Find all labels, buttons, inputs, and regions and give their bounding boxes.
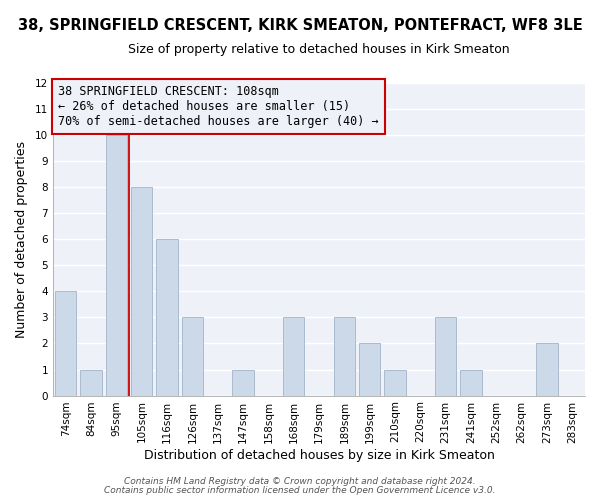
Text: 38 SPRINGFIELD CRESCENT: 108sqm
← 26% of detached houses are smaller (15)
70% of: 38 SPRINGFIELD CRESCENT: 108sqm ← 26% of… (58, 84, 379, 128)
Bar (232, 370, 254, 396)
Bar (536, 344, 558, 396)
Bar (359, 344, 380, 396)
Y-axis label: Number of detached properties: Number of detached properties (15, 141, 28, 338)
Bar (283, 318, 304, 396)
Text: Contains public sector information licensed under the Open Government Licence v3: Contains public sector information licen… (104, 486, 496, 495)
Bar (182, 318, 203, 396)
Bar (131, 187, 152, 396)
Bar (334, 318, 355, 396)
Bar (80, 370, 102, 396)
Bar (435, 318, 457, 396)
Bar (384, 370, 406, 396)
Bar (55, 292, 76, 396)
Text: 38, SPRINGFIELD CRESCENT, KIRK SMEATON, PONTEFRACT, WF8 3LE: 38, SPRINGFIELD CRESCENT, KIRK SMEATON, … (17, 18, 583, 32)
Text: Contains HM Land Registry data © Crown copyright and database right 2024.: Contains HM Land Registry data © Crown c… (124, 477, 476, 486)
Bar (106, 135, 127, 396)
X-axis label: Distribution of detached houses by size in Kirk Smeaton: Distribution of detached houses by size … (143, 450, 494, 462)
Bar (460, 370, 482, 396)
Bar (156, 240, 178, 396)
Title: Size of property relative to detached houses in Kirk Smeaton: Size of property relative to detached ho… (128, 42, 510, 56)
